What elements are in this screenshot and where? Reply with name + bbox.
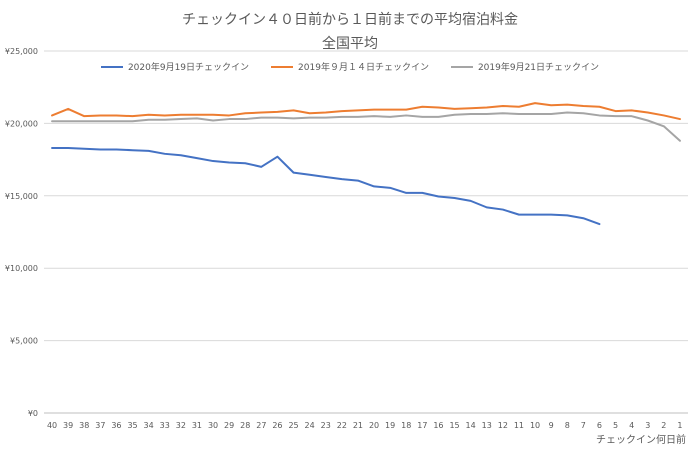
y-tick-label: ¥10,000 [5,264,38,273]
x-tick-label: 18 [401,421,411,430]
series-line-2 [51,111,681,142]
legend-swatch-2019-09-14 [271,65,294,68]
x-tick-label: 31 [192,421,202,430]
x-tick-label: 32 [176,421,186,430]
chart-title: チェックイン４０日前から１日前までの平均宿泊料金 [182,12,518,28]
x-tick-label: 29 [224,421,234,430]
x-tick-label: 38 [79,421,89,430]
x-tick-label: 10 [530,421,540,430]
x-tick-label: 9 [549,421,554,430]
x-tick-label: 33 [160,421,170,430]
x-tick-label: 19 [385,421,395,430]
x-tick-label: 7 [581,421,586,430]
x-tick-label: 16 [433,421,443,430]
x-tick-label: 17 [417,421,427,430]
legend-swatch-2019-09-21 [450,65,473,68]
x-tick-label: 35 [127,421,137,430]
x-tick-label: 14 [466,421,476,430]
chart-subtitle: 全国平均 [322,36,378,52]
legend-label-2020-09-19: 2020年9月19日チェックイン [127,63,250,73]
x-tick-label: 21 [353,421,363,430]
x-tick-label: 40 [47,421,57,430]
legend-item-2019-09-14: 2019年９月１４日チェックイン [271,60,429,73]
legend-item-2020-09-19: 2020年9月19日チェックイン [100,60,250,73]
x-tick-label: 39 [63,421,73,430]
x-tick-label: 28 [240,421,250,430]
x-tick-label: 13 [482,421,492,430]
series-line-0 [51,147,601,226]
x-tick-label: 20 [369,421,379,430]
x-tick-label: 25 [288,421,298,430]
legend: 2020年9月19日チェックイン 2019年９月１４日チェックイン 2019年9… [0,60,700,73]
x-tick-label: 5 [613,421,618,430]
x-tick-label: 24 [305,421,315,430]
legend-swatch-2020-09-19 [100,65,123,68]
x-tick-label: 2 [661,421,666,430]
x-tick-label: 30 [208,421,218,430]
x-tick-label: 36 [111,421,121,430]
legend-label-2019-09-21: 2019年9月21日チェックイン [477,63,600,73]
legend-item-2019-09-21: 2019年9月21日チェックイン [450,60,600,73]
x-tick-label: 3 [645,421,650,430]
x-tick-label: 11 [514,421,524,430]
x-tick-label: 34 [144,421,154,430]
y-tick-label: ¥5,000 [10,337,38,346]
x-tick-label: 37 [95,421,105,430]
x-axis-label: チェックイン何日前 [596,433,686,446]
x-tick-label: 15 [449,421,459,430]
x-tick-label: 4 [629,421,634,430]
y-tick-label: ¥25,000 [5,47,38,56]
legend-label-2019-09-14: 2019年９月１４日チェックイン [298,63,429,73]
y-tick-label: ¥20,000 [5,119,38,128]
x-tick-label: 27 [256,421,266,430]
x-tick-label: 23 [321,421,331,430]
y-tick-label: ¥0 [28,409,38,418]
series-line-1 [51,102,681,121]
x-tick-label: 26 [272,421,282,430]
x-tick-label: 8 [565,421,570,430]
x-tick-label: 12 [498,421,508,430]
x-tick-label: 6 [597,421,602,430]
x-tick-label: 22 [337,421,347,430]
x-tick-label: 1 [677,421,682,430]
y-tick-label: ¥15,000 [5,192,38,201]
